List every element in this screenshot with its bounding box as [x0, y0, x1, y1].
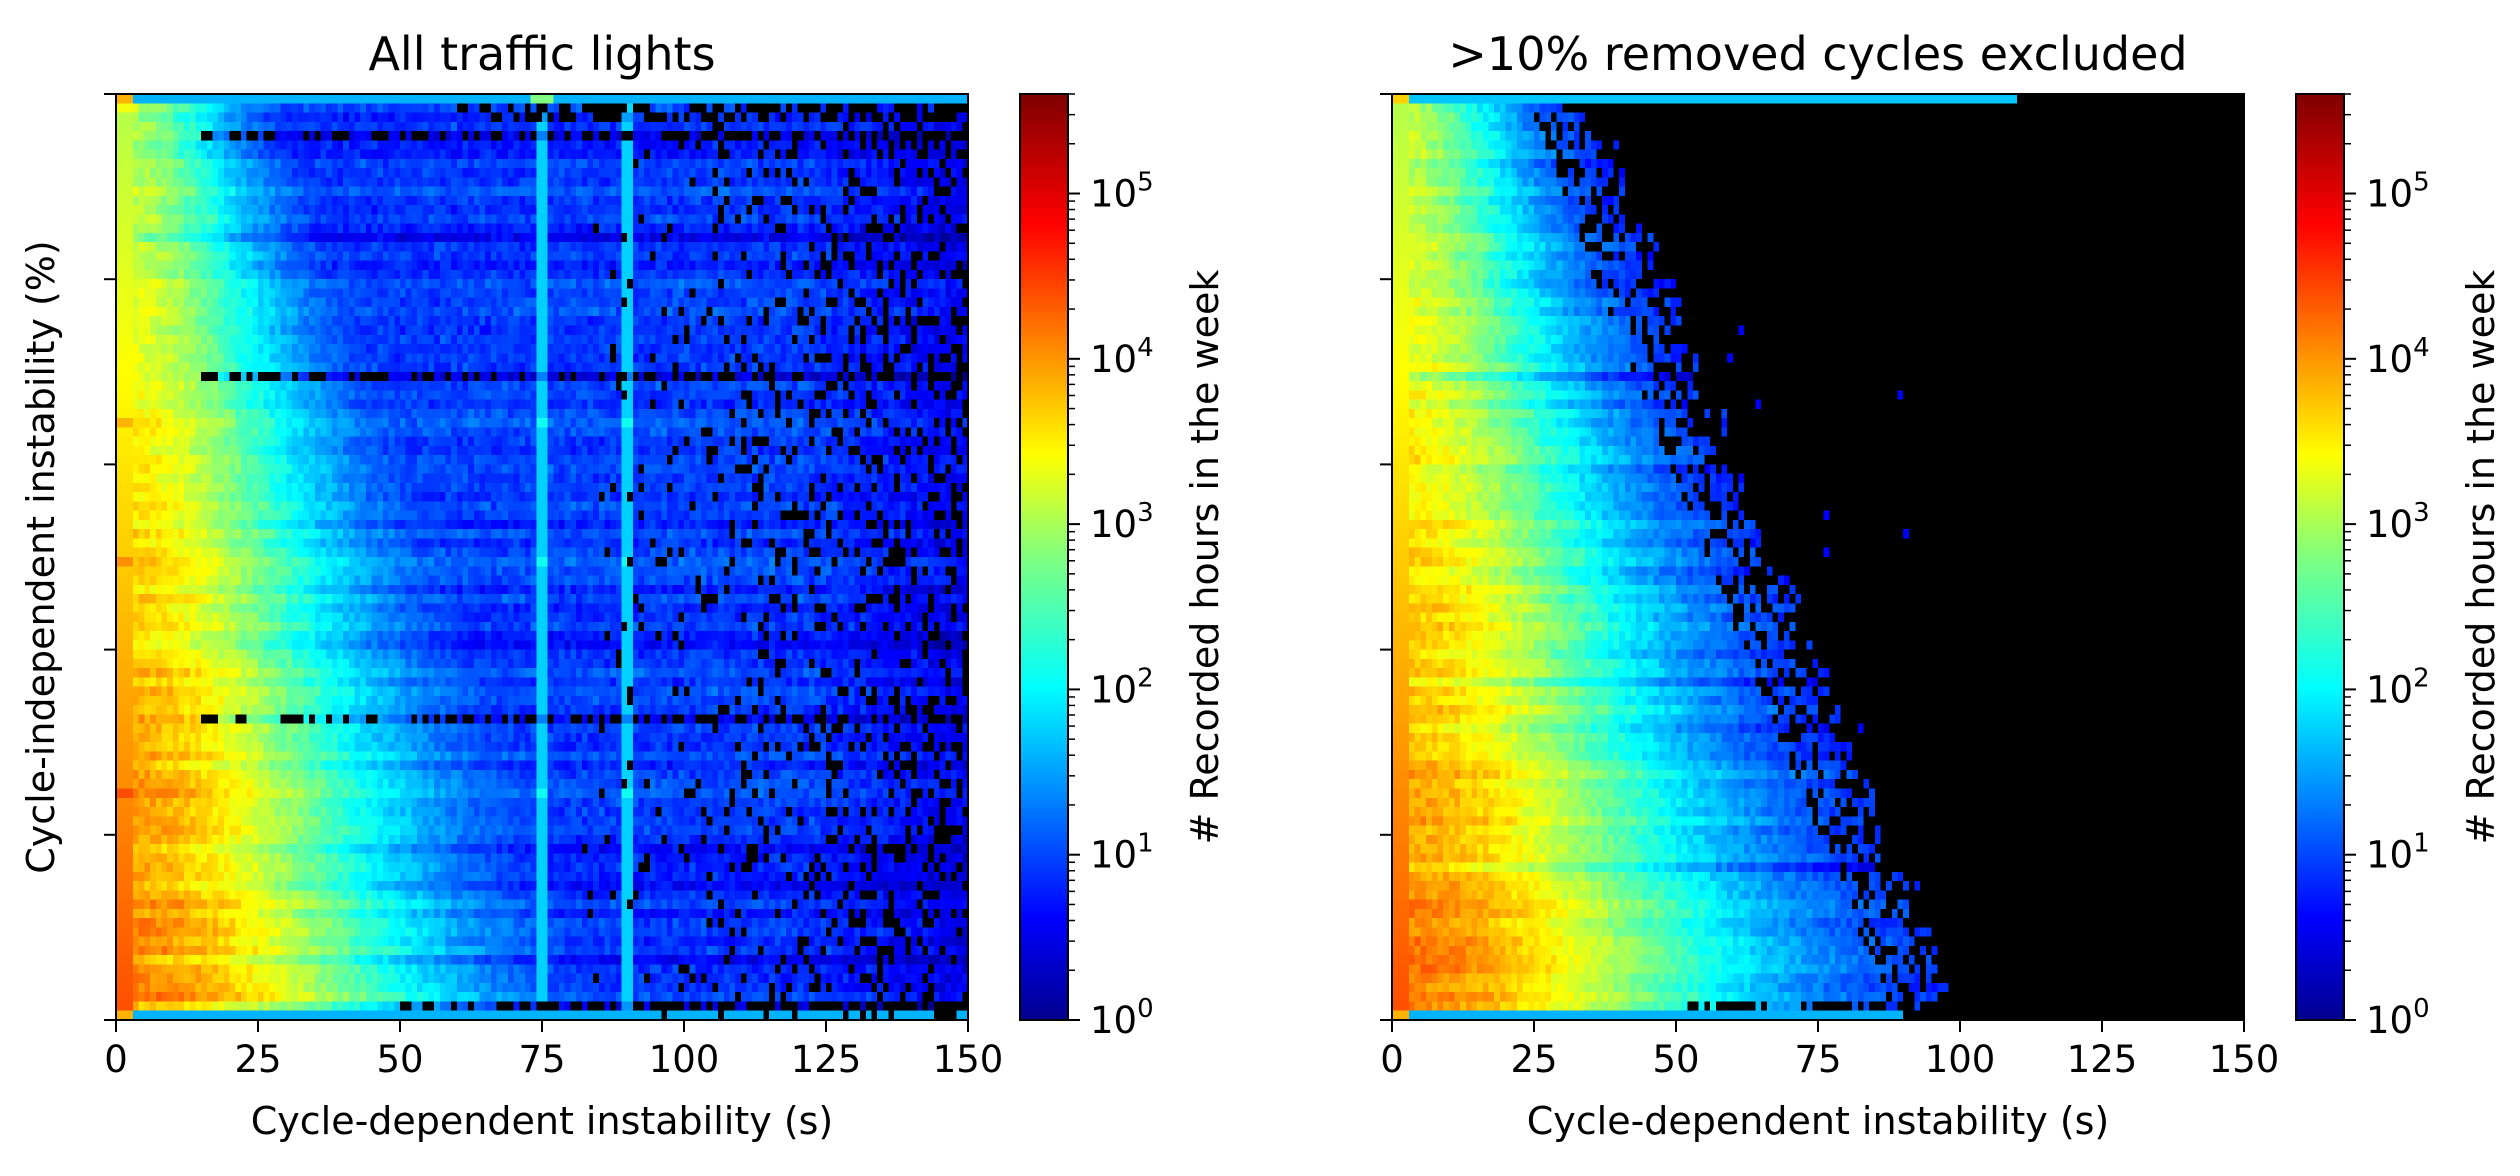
colorbar-tick-base: 10 — [2366, 173, 2413, 216]
y-axis-label: Cycle-independent instability (%) — [19, 240, 63, 874]
x-tick-label: 25 — [1510, 1038, 1557, 1081]
colorbar-tick-base: 10 — [1090, 173, 1137, 216]
colorbar-tick-exponent: 5 — [1137, 168, 1154, 198]
x-tick-label: 150 — [2209, 1038, 2280, 1081]
colorbar-tick-base: 10 — [1090, 503, 1137, 546]
colorbar-tick-exponent: 4 — [2413, 333, 2430, 363]
heatmap-image-1 — [116, 94, 968, 1020]
colorbar-tick-label: 101 — [2366, 829, 2430, 877]
colorbar-label: # Recorded hours in the week — [2459, 270, 2503, 845]
colorbar-tick-label: 104 — [2366, 333, 2430, 381]
heatmap-image-2 — [1392, 94, 2244, 1020]
colorbar-tick-label: 103 — [1090, 498, 1154, 546]
colorbar-tick-exponent: 3 — [2413, 498, 2430, 528]
colorbar-tick-exponent: 1 — [2413, 829, 2430, 859]
colorbar-tick-label: 105 — [2366, 168, 2430, 216]
colorbar-tick-label: 102 — [1090, 663, 1154, 711]
x-axis-label: Cycle-dependent instability (s) — [251, 1099, 834, 1143]
colorbar-tick-exponent: 3 — [1137, 498, 1154, 528]
colorbar-tick-base: 10 — [1090, 338, 1137, 381]
chart-title: >10% removed cycles excluded — [1448, 27, 2187, 81]
colorbar-tick-base: 10 — [2366, 668, 2413, 711]
x-tick-label: 50 — [376, 1038, 423, 1081]
colorbar-tick-label: 101 — [1090, 829, 1154, 877]
colorbar-tick-label: 100 — [2366, 994, 2430, 1042]
x-tick-label: 125 — [791, 1038, 862, 1081]
x-tick-label: 0 — [1380, 1038, 1404, 1081]
colorbar — [1019, 93, 1069, 1021]
colorbar-tick-exponent: 0 — [2413, 994, 2430, 1024]
colorbar-tick-base: 10 — [2366, 338, 2413, 381]
colorbar-tick-exponent: 1 — [1137, 829, 1154, 859]
colorbar — [2295, 93, 2345, 1021]
colorbar-tick-exponent: 4 — [1137, 333, 1154, 363]
colorbar-tick-exponent: 5 — [2413, 168, 2430, 198]
colorbar-tick-base: 10 — [1090, 834, 1137, 877]
colorbar-tick-label: 104 — [1090, 333, 1154, 381]
x-tick-label: 75 — [1794, 1038, 1841, 1081]
colorbar-label: # Recorded hours in the week — [1183, 270, 1227, 845]
colorbar-tick-base: 10 — [2366, 999, 2413, 1042]
colorbar-tick-base: 10 — [2366, 834, 2413, 877]
x-tick-label: 25 — [234, 1038, 281, 1081]
x-tick-label: 0 — [104, 1038, 128, 1081]
x-tick-label: 100 — [1925, 1038, 1996, 1081]
chart-title: All traffic lights — [368, 27, 715, 81]
colorbar-tick-exponent: 2 — [2413, 663, 2430, 693]
x-tick-label: 75 — [518, 1038, 565, 1081]
colorbar-tick-label: 102 — [2366, 663, 2430, 711]
x-tick-label: 125 — [2067, 1038, 2138, 1081]
colorbar-tick-label: 103 — [2366, 498, 2430, 546]
colorbar-tick-label: 100 — [1090, 994, 1154, 1042]
x-tick-label: 100 — [649, 1038, 720, 1081]
x-tick-label: 50 — [1652, 1038, 1699, 1081]
colorbar-tick-label: 105 — [1090, 168, 1154, 216]
x-tick-label: 150 — [933, 1038, 1004, 1081]
colorbar-tick-exponent: 2 — [1137, 663, 1154, 693]
colorbar-tick-base: 10 — [1090, 668, 1137, 711]
colorbar-tick-exponent: 0 — [1137, 994, 1154, 1024]
x-axis-label: Cycle-dependent instability (s) — [1527, 1099, 2110, 1143]
colorbar-tick-base: 10 — [1090, 999, 1137, 1042]
colorbar-tick-base: 10 — [2366, 503, 2413, 546]
